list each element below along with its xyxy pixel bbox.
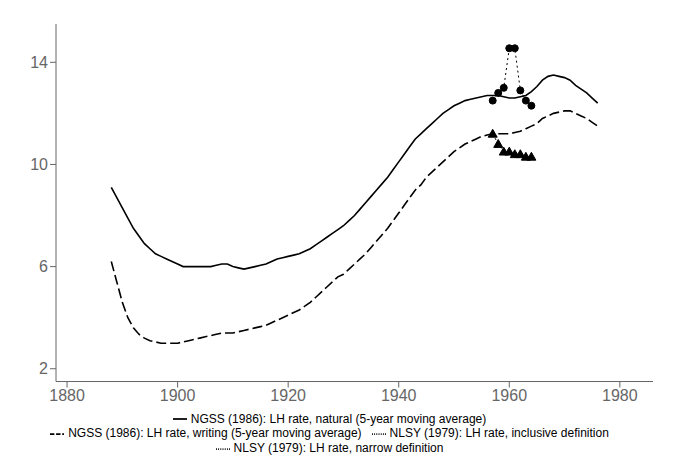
svg-text:1980: 1980 xyxy=(602,387,638,404)
svg-text:1940: 1940 xyxy=(381,387,417,404)
svg-text:1960: 1960 xyxy=(491,387,527,404)
svg-text:6: 6 xyxy=(39,258,48,275)
html-text:NGSS (1986): LH rate, writing: NGSS (1986): LH rate, writing (5-year mo… xyxy=(68,426,362,441)
html-text:NLSY (1979): LH rate, inclusiv: NLSY (1979): LH rate, inclusive definiti… xyxy=(389,426,609,441)
html-text:NGSS (1986): LH rate, natural: NGSS (1986): LH rate, natural (5-year mo… xyxy=(190,411,487,426)
svg-text:2: 2 xyxy=(39,360,48,377)
svg-text:1920: 1920 xyxy=(270,387,306,404)
svg-text:1900: 1900 xyxy=(160,387,196,404)
html-text:NLSY (1979): LH rate, narrow d: NLSY (1979): LH rate, narrow definition xyxy=(233,441,444,456)
svg-text:10: 10 xyxy=(30,156,48,173)
svg-text:1880: 1880 xyxy=(49,387,85,404)
svg-text:14: 14 xyxy=(30,54,48,71)
